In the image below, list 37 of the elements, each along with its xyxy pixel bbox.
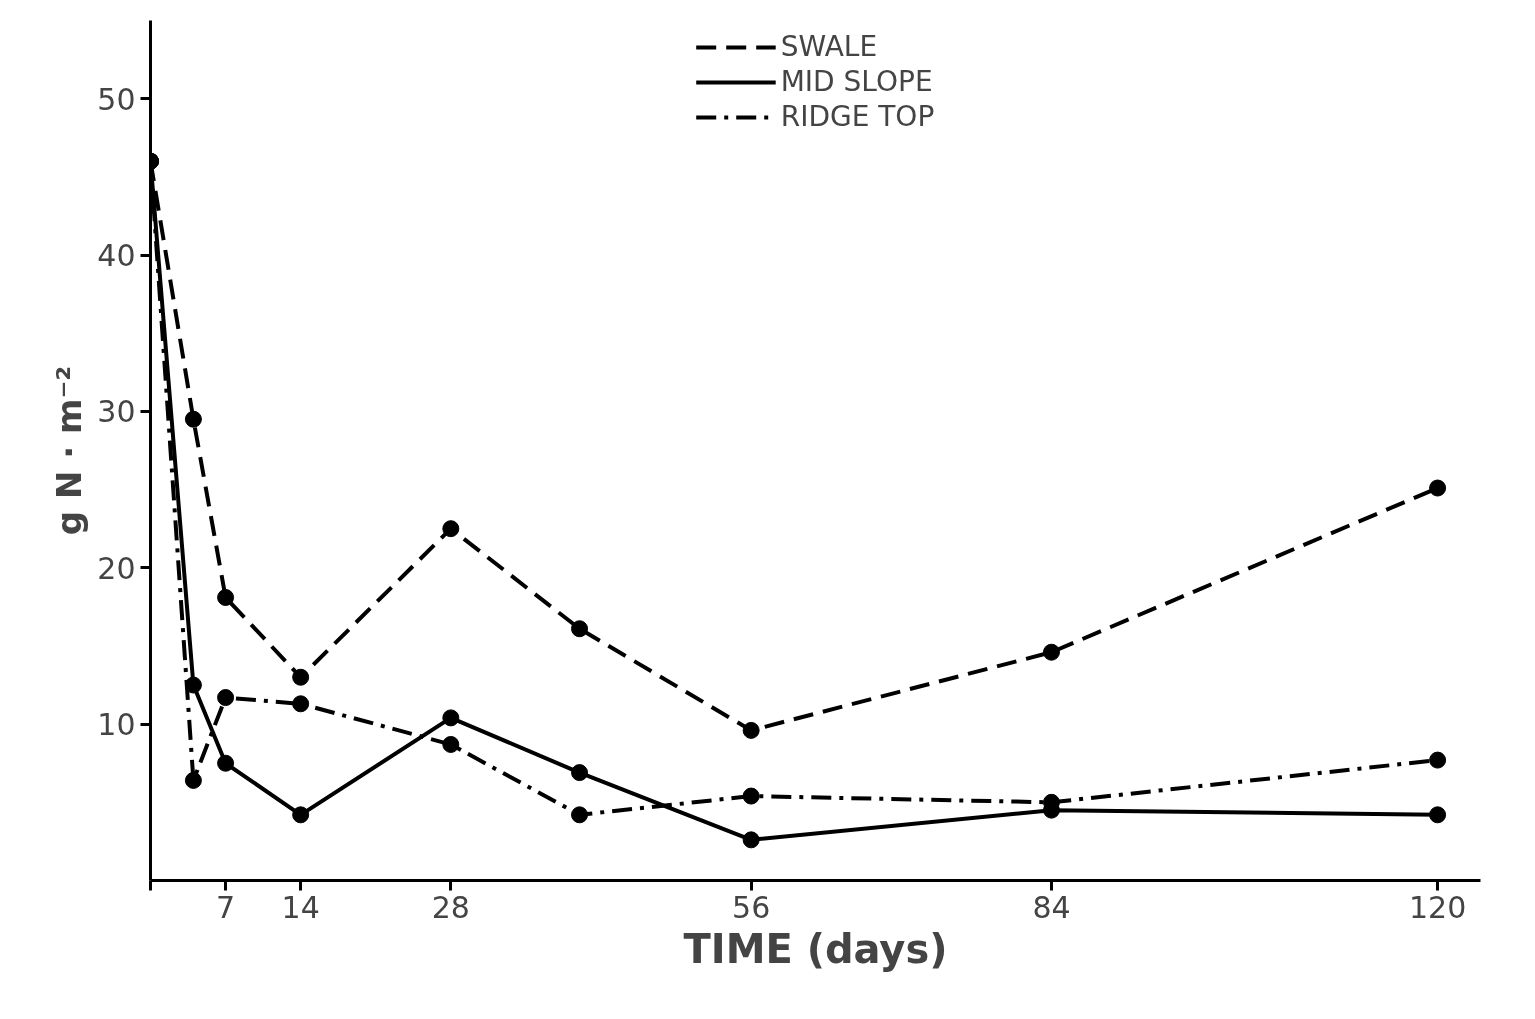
legend-label: RIDGE TOP (780, 100, 935, 133)
point (442, 520, 460, 538)
point (571, 620, 589, 638)
point (742, 831, 760, 849)
point (742, 787, 760, 805)
point (184, 410, 202, 428)
point (1429, 751, 1447, 769)
x-tick-label: 7 (216, 889, 236, 925)
point (1042, 643, 1060, 661)
x-tick-label: 84 (1032, 889, 1071, 925)
point (742, 721, 760, 739)
point (571, 806, 589, 824)
x-tick-label: 14 (281, 889, 320, 925)
point (1429, 806, 1447, 824)
point (217, 754, 235, 772)
x-tick-label: 120 (1408, 889, 1467, 925)
point (1429, 479, 1447, 497)
point (442, 709, 460, 727)
legend-label: SWALE (780, 30, 878, 63)
point (292, 695, 310, 713)
point (217, 689, 235, 707)
y-tick-label: 10 (97, 707, 136, 743)
legend-label: MID SLOPE (780, 65, 933, 98)
x-tick-label: 56 (732, 889, 771, 925)
y-axis-title: g N · m⁻² (49, 365, 90, 536)
point (217, 589, 235, 606)
y-tick-label: 50 (97, 81, 136, 117)
point (442, 735, 460, 753)
y-tick-label: 20 (97, 550, 136, 586)
point (571, 764, 589, 782)
point (292, 806, 310, 824)
y-tick-label: 30 (97, 394, 136, 430)
point (184, 771, 202, 789)
x-axis-title: TIME (days) (683, 925, 948, 972)
x-tick-label: 28 (431, 889, 470, 925)
point (292, 668, 310, 686)
y-tick-label: 40 (97, 238, 136, 274)
